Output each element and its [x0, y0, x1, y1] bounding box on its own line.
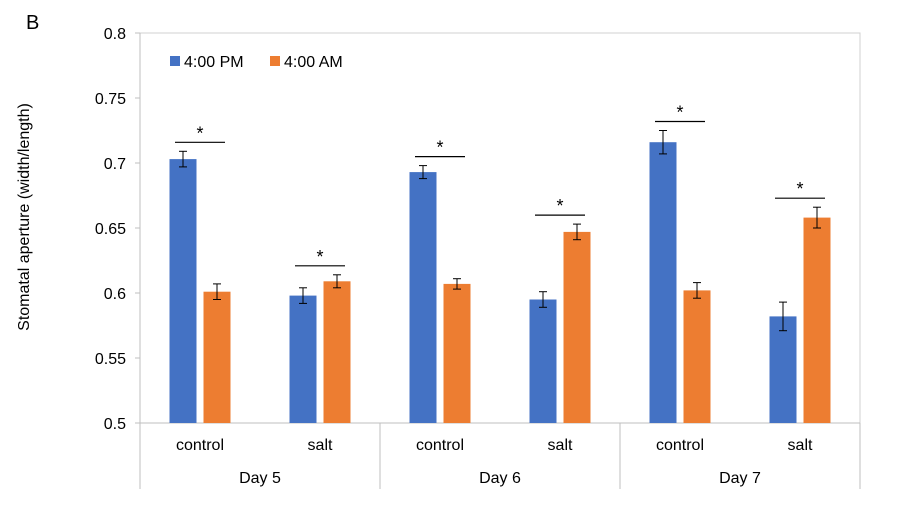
significance-marker: *	[796, 179, 803, 199]
legend-swatch	[270, 56, 280, 66]
bar	[289, 295, 317, 423]
significance-marker: *	[196, 123, 203, 143]
y-tick-label: 0.55	[95, 351, 126, 368]
legend: 4:00 PM 4:00 AM	[170, 54, 343, 71]
bar	[323, 281, 351, 423]
category-label: control	[176, 437, 224, 454]
category-label: salt	[548, 437, 573, 454]
bar	[203, 291, 231, 423]
significance-marker: *	[316, 247, 323, 267]
bar	[443, 283, 471, 423]
group-label: Day 5	[239, 470, 281, 487]
legend-swatch	[170, 56, 180, 66]
category-label: salt	[308, 437, 333, 454]
axes	[135, 32, 861, 489]
y-axis-label: Stomatal aperture (width/length)	[16, 103, 33, 331]
bar	[649, 142, 677, 423]
y-tick-label: 0.65	[95, 221, 126, 238]
significance-marker: *	[676, 103, 683, 123]
bar	[563, 231, 591, 423]
y-tick-label: 0.8	[104, 26, 126, 43]
bar	[683, 290, 711, 423]
bar	[409, 172, 437, 423]
bars	[169, 130, 831, 423]
y-tick-label: 0.5	[104, 416, 126, 433]
bar	[803, 217, 831, 423]
legend-label: 4:00 PM	[184, 54, 244, 71]
y-tick-label: 0.6	[104, 286, 126, 303]
labels: 0.5 0.55 0.6 0.65 0.7 0.75 0.8 Day 5 Day 6 Day 7 c…	[95, 26, 825, 487]
group-label: Day 7	[719, 470, 761, 487]
significance-marker: *	[436, 138, 443, 158]
group-label: Day 6	[479, 470, 521, 487]
category-label: salt	[788, 437, 813, 454]
y-tick-label: 0.7	[104, 156, 126, 173]
plot-border	[139, 32, 861, 424]
bar	[169, 159, 197, 423]
category-label: control	[656, 437, 704, 454]
panel-label: B	[26, 12, 40, 34]
category-label: control	[416, 437, 464, 454]
y-tick-label: 0.75	[95, 91, 126, 108]
significance-marker: *	[556, 196, 563, 216]
bar	[769, 316, 797, 423]
bar	[529, 299, 557, 423]
legend-label: 4:00 AM	[284, 54, 343, 71]
